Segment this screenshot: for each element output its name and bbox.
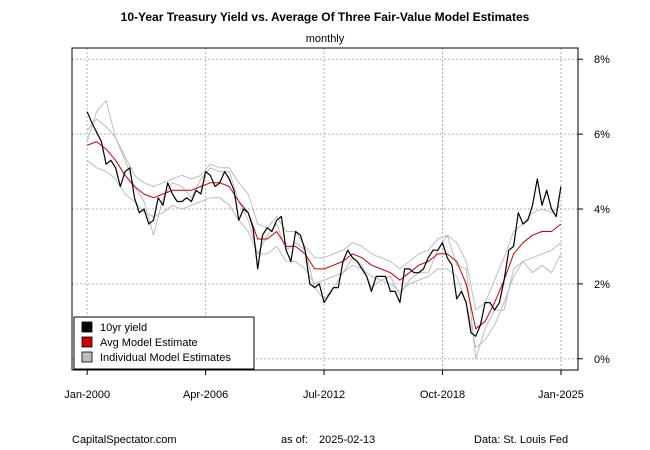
legend-swatch: [81, 336, 93, 348]
chart-title: 10-Year Treasury Yield vs. Average Of Th…: [121, 10, 530, 24]
y-tick-label: 0%: [594, 354, 610, 366]
y-tick-label: 2%: [594, 279, 610, 291]
y-tick-label: 8%: [594, 54, 610, 66]
x-tick-label: Jan-2000: [64, 389, 110, 401]
series-layer: [86, 99, 562, 360]
footer-as-of-date: 2025-02-13: [319, 434, 375, 446]
y-axis: 0% 2% 4% 6% 8%: [578, 54, 610, 366]
legend-box: [73, 316, 255, 370]
individual-model-estimates-line: [86, 118, 562, 311]
legend-label: 10yr yield: [100, 322, 147, 334]
legend: 10yr yield Avg Model Estimate Individual M…: [73, 316, 255, 370]
y-tick-label: 6%: [594, 129, 610, 141]
x-tick-label: Oct-2018: [420, 389, 465, 401]
10yr-yield-line: [86, 111, 562, 337]
footer-source-left: CapitalSpectator.com: [72, 434, 177, 446]
legend-swatch: [81, 351, 93, 363]
legend-label: Avg Model Estimate: [100, 337, 198, 349]
footer-as-of-label: as of:: [281, 434, 308, 446]
footer-data-source: Data: St. Louis Fed: [474, 434, 568, 446]
legend-label: Individual Model Estimates: [100, 352, 231, 364]
x-tick-label: Jan-2025: [538, 389, 584, 401]
individual-model-estimates-line: [86, 159, 562, 348]
x-tick-label: Apr-2006: [183, 389, 228, 401]
chart-subtitle: monthly: [306, 33, 345, 45]
y-tick-label: 4%: [594, 204, 610, 216]
legend-swatch: [81, 321, 93, 333]
x-axis: Jan-2000 Apr-2006 Jul-2012 Oct-2018 Jan-2025: [64, 370, 584, 401]
x-tick-label: Jul-2012: [303, 389, 345, 401]
